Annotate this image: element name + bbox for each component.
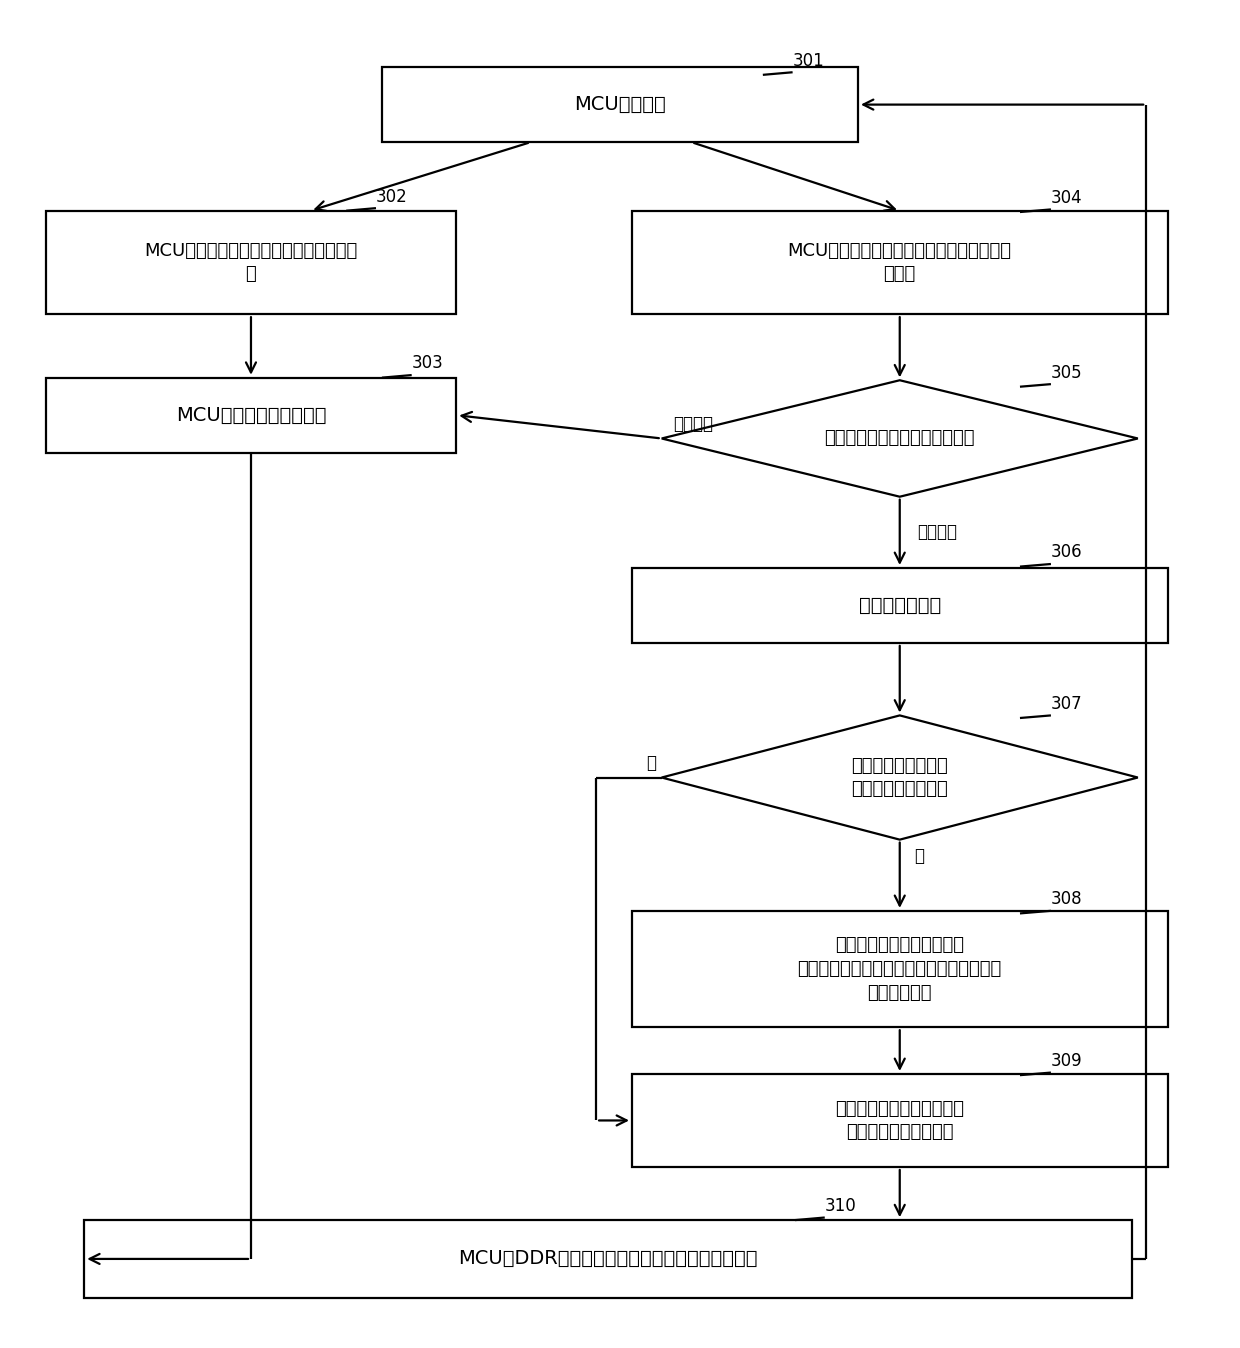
FancyBboxPatch shape	[46, 377, 456, 453]
Text: 310: 310	[825, 1197, 857, 1215]
Text: 第二数值: 第二数值	[918, 523, 957, 542]
Text: 判断不清狗时间是否
大于或者等于预设值: 判断不清狗时间是否 大于或者等于预设值	[852, 756, 949, 798]
Polygon shape	[662, 380, 1138, 496]
Text: 309: 309	[1052, 1051, 1083, 1070]
Polygon shape	[662, 716, 1138, 840]
FancyBboxPatch shape	[632, 210, 1168, 314]
Text: 301: 301	[792, 51, 825, 70]
Text: 306: 306	[1052, 543, 1083, 561]
Text: MCU根据第一周期周期性进入定时器中断处
理程序: MCU根据第一周期周期性进入定时器中断处 理程序	[787, 241, 1012, 283]
Text: 设置标识的值为第一数值，
并确定再一次进入定时器中断处理程序时将
要发生狗复位: 设置标识的值为第一数值， 并确定再一次进入定时器中断处理程序时将 要发生狗复位	[797, 937, 1002, 1002]
Text: 确定不是将要发生狗复位，
将不清狗时间进行累计: 确定不是将要发生狗复位， 将不清狗时间进行累计	[836, 1100, 965, 1142]
Text: 是: 是	[914, 848, 924, 865]
Text: MCU确定将要发生狗复位: MCU确定将要发生狗复位	[176, 406, 326, 425]
Text: 第一数值: 第一数值	[673, 415, 713, 433]
FancyBboxPatch shape	[632, 568, 1168, 643]
Text: 303: 303	[412, 355, 444, 372]
Text: 308: 308	[1052, 890, 1083, 909]
FancyBboxPatch shape	[46, 210, 456, 314]
Text: MCU将DDR切换到自刷新模式，并等待发生狗复位: MCU将DDR切换到自刷新模式，并等待发生狗复位	[459, 1250, 758, 1268]
FancyBboxPatch shape	[382, 67, 858, 142]
Text: 计算不清狗时间: 计算不清狗时间	[858, 596, 941, 615]
Text: 307: 307	[1052, 694, 1083, 713]
Text: 304: 304	[1052, 189, 1083, 206]
Text: 否: 否	[646, 755, 656, 772]
Text: MCU运行程序: MCU运行程序	[574, 96, 666, 115]
FancyBboxPatch shape	[632, 1074, 1168, 1167]
FancyBboxPatch shape	[632, 911, 1168, 1027]
FancyBboxPatch shape	[84, 1220, 1132, 1298]
Text: 判断定时器中断程序中标识的值: 判断定时器中断程序中标识的值	[825, 430, 975, 448]
Text: MCU判定运行的程序进入异常中断处理程
序: MCU判定运行的程序进入异常中断处理程 序	[144, 241, 357, 283]
Text: 305: 305	[1052, 364, 1083, 381]
Text: 302: 302	[376, 187, 408, 205]
